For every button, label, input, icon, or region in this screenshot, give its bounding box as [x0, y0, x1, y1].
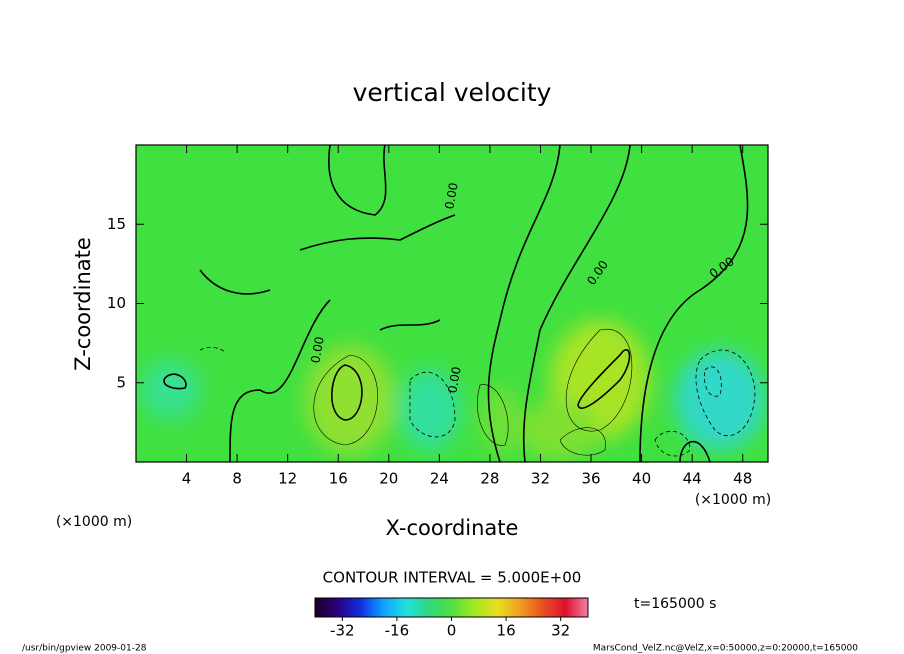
x-tick-label: 28 — [480, 470, 499, 488]
contour-lines-thin — [313, 329, 633, 456]
x-tick-label: 8 — [232, 470, 242, 488]
time-label: t=165000 s — [634, 596, 716, 612]
chart-title: vertical velocity — [353, 78, 552, 107]
footer-right: MarsCond_VelZ.nc@VelZ,x=0:50000,z=0:2000… — [593, 644, 858, 654]
x-tick-label: 12 — [278, 470, 297, 488]
x-tick-label: 32 — [531, 470, 550, 488]
x-unit-label-right: (×1000 m) — [695, 492, 771, 508]
x-tick-label: 4 — [182, 470, 192, 488]
colorbar — [314, 597, 589, 618]
y-tick-label: 5 — [116, 373, 126, 391]
y-tick-label: 10 — [107, 294, 126, 312]
colorbar-tick-label: -32 — [330, 622, 355, 640]
colorbar-tick-label: 0 — [447, 622, 457, 640]
x-tick-label: 48 — [733, 470, 752, 488]
footer-left: /usr/bin/gpview 2009-01-28 — [22, 644, 147, 654]
x-unit-label: (×1000 m) — [56, 514, 132, 530]
y-tick-label: 15 — [107, 215, 126, 233]
contour-label: 0.00 — [442, 182, 460, 211]
x-tick-label: 36 — [581, 470, 600, 488]
x-tick-label: 24 — [430, 470, 449, 488]
colorbar-tick-label: -16 — [385, 622, 410, 640]
x-axis-label: X-coordinate — [386, 516, 519, 540]
x-tick-label: 16 — [329, 470, 348, 488]
y-axis-label: Z-coordinate — [71, 237, 95, 371]
colorbar-tick-label: 16 — [497, 622, 516, 640]
colorbar-tick-label: 32 — [551, 622, 570, 640]
contour-interval: CONTOUR INTERVAL = 5.000E+00 — [323, 569, 582, 587]
x-tick-label: 20 — [379, 470, 398, 488]
contour-lines-negative — [199, 346, 756, 457]
contour-label: 0.00 — [445, 366, 463, 395]
contour-lines — [163, 145, 749, 462]
x-tick-label: 40 — [632, 470, 651, 488]
field — [136, 145, 768, 462]
contour-label: 0.00 — [308, 336, 326, 365]
x-tick-label: 44 — [683, 470, 702, 488]
